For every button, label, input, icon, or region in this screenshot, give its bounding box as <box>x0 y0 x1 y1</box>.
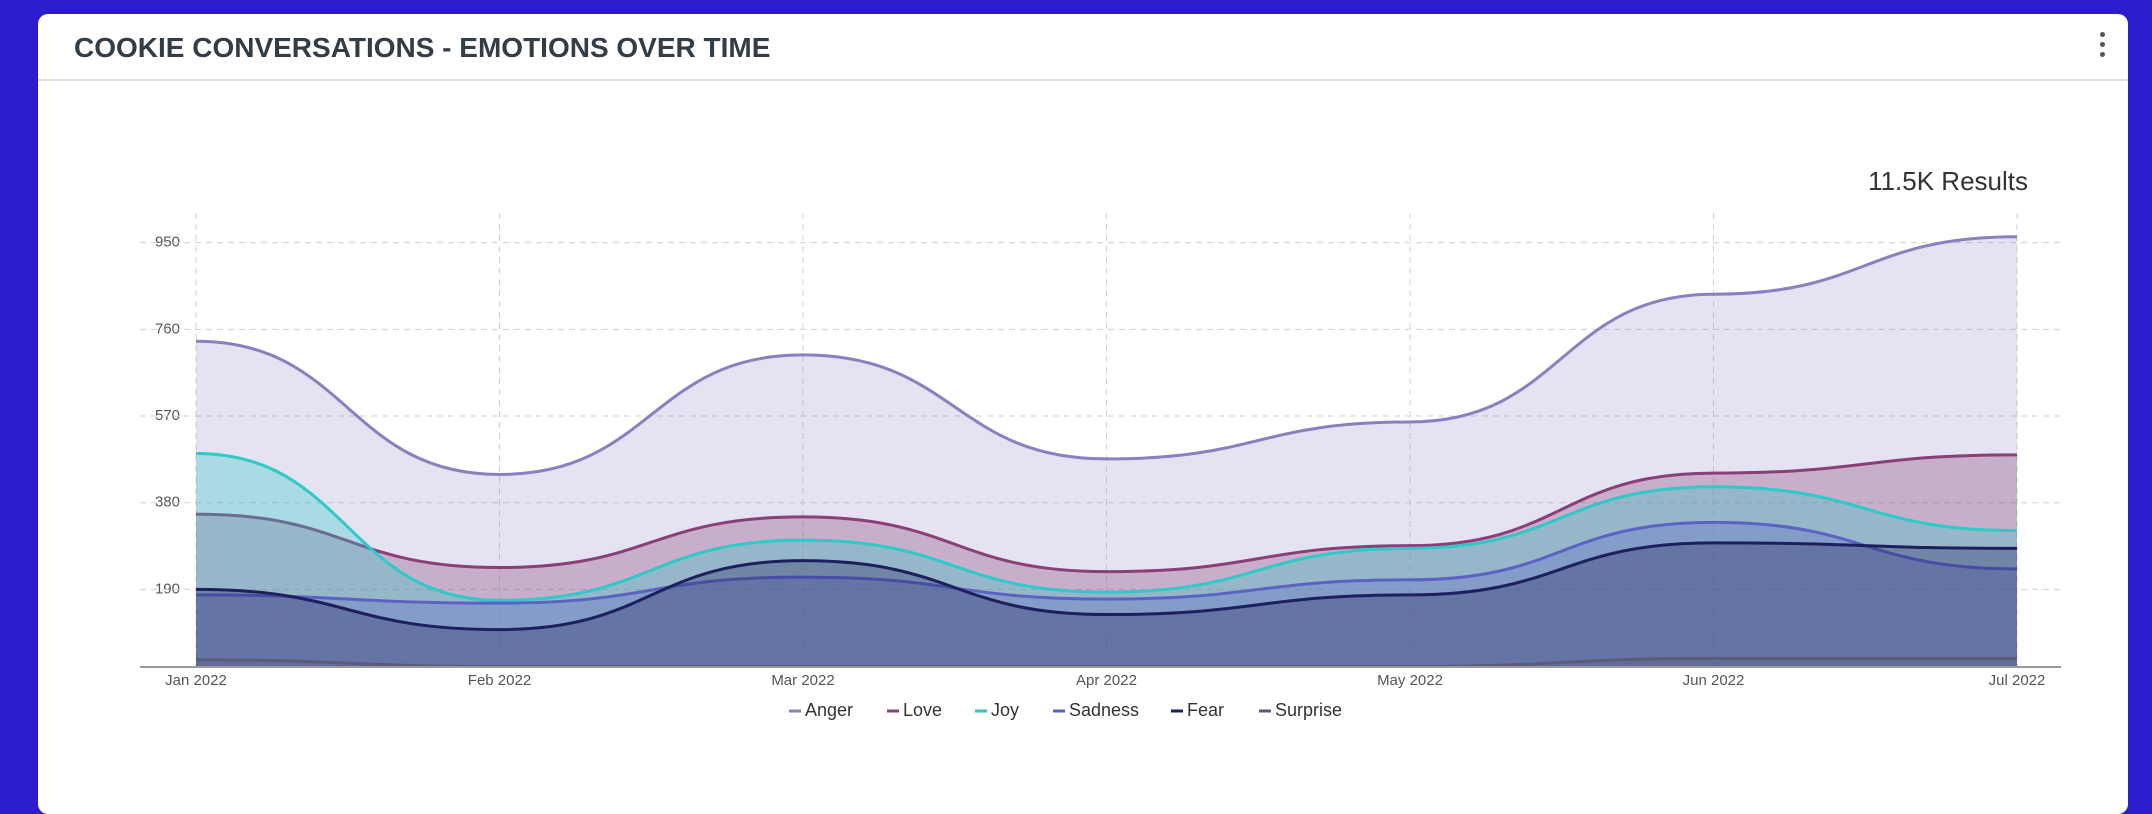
area-fill <box>196 454 2017 667</box>
legend-label: Joy <box>991 700 1019 720</box>
legend-label: Love <box>903 700 942 720</box>
x-tick-label: Jul 2022 <box>1989 672 2046 689</box>
legend-label: Surprise <box>1275 700 1342 720</box>
menu-button[interactable] <box>2100 32 2106 62</box>
y-tick-label: 380 <box>155 494 180 511</box>
results-count: 11.5K Results <box>1868 166 2028 196</box>
card-header: COOKIE CONVERSATIONS - EMOTIONS OVER TIM… <box>38 14 2128 81</box>
legend-label: Fear <box>1187 700 1224 720</box>
area-fill <box>196 542 2017 667</box>
x-tick-label: Jun 2022 <box>1683 672 1745 689</box>
y-tick-label: 760 <box>155 320 180 337</box>
y-tick-label: 190 <box>155 580 180 597</box>
x-tick-label: Feb 2022 <box>468 672 531 689</box>
y-tick-label: 570 <box>155 407 180 424</box>
legend-label: Sadness <box>1069 700 1139 720</box>
area-line <box>195 451 2018 602</box>
area-line <box>195 453 2018 574</box>
area-fill <box>196 236 2017 668</box>
area-fill <box>196 658 2017 667</box>
area-fill <box>196 453 2017 667</box>
x-tick-label: Apr 2022 <box>1076 672 1137 689</box>
area-line <box>195 541 2018 632</box>
area-line <box>195 235 2018 476</box>
x-tick-label: Mar 2022 <box>771 672 834 689</box>
x-tick-label: Jan 2022 <box>165 672 227 689</box>
area-line <box>195 520 2018 605</box>
y-tick-label: 950 <box>155 234 180 251</box>
card-title: COOKIE CONVERSATIONS - EMOTIONS OVER TIM… <box>74 32 771 63</box>
x-tick-label: May 2022 <box>1377 672 1443 689</box>
card: COOKIE CONVERSATIONS - EMOTIONS OVER TIM… <box>38 14 2128 814</box>
area-fill <box>196 522 2017 667</box>
legend-label: Anger <box>805 700 853 720</box>
